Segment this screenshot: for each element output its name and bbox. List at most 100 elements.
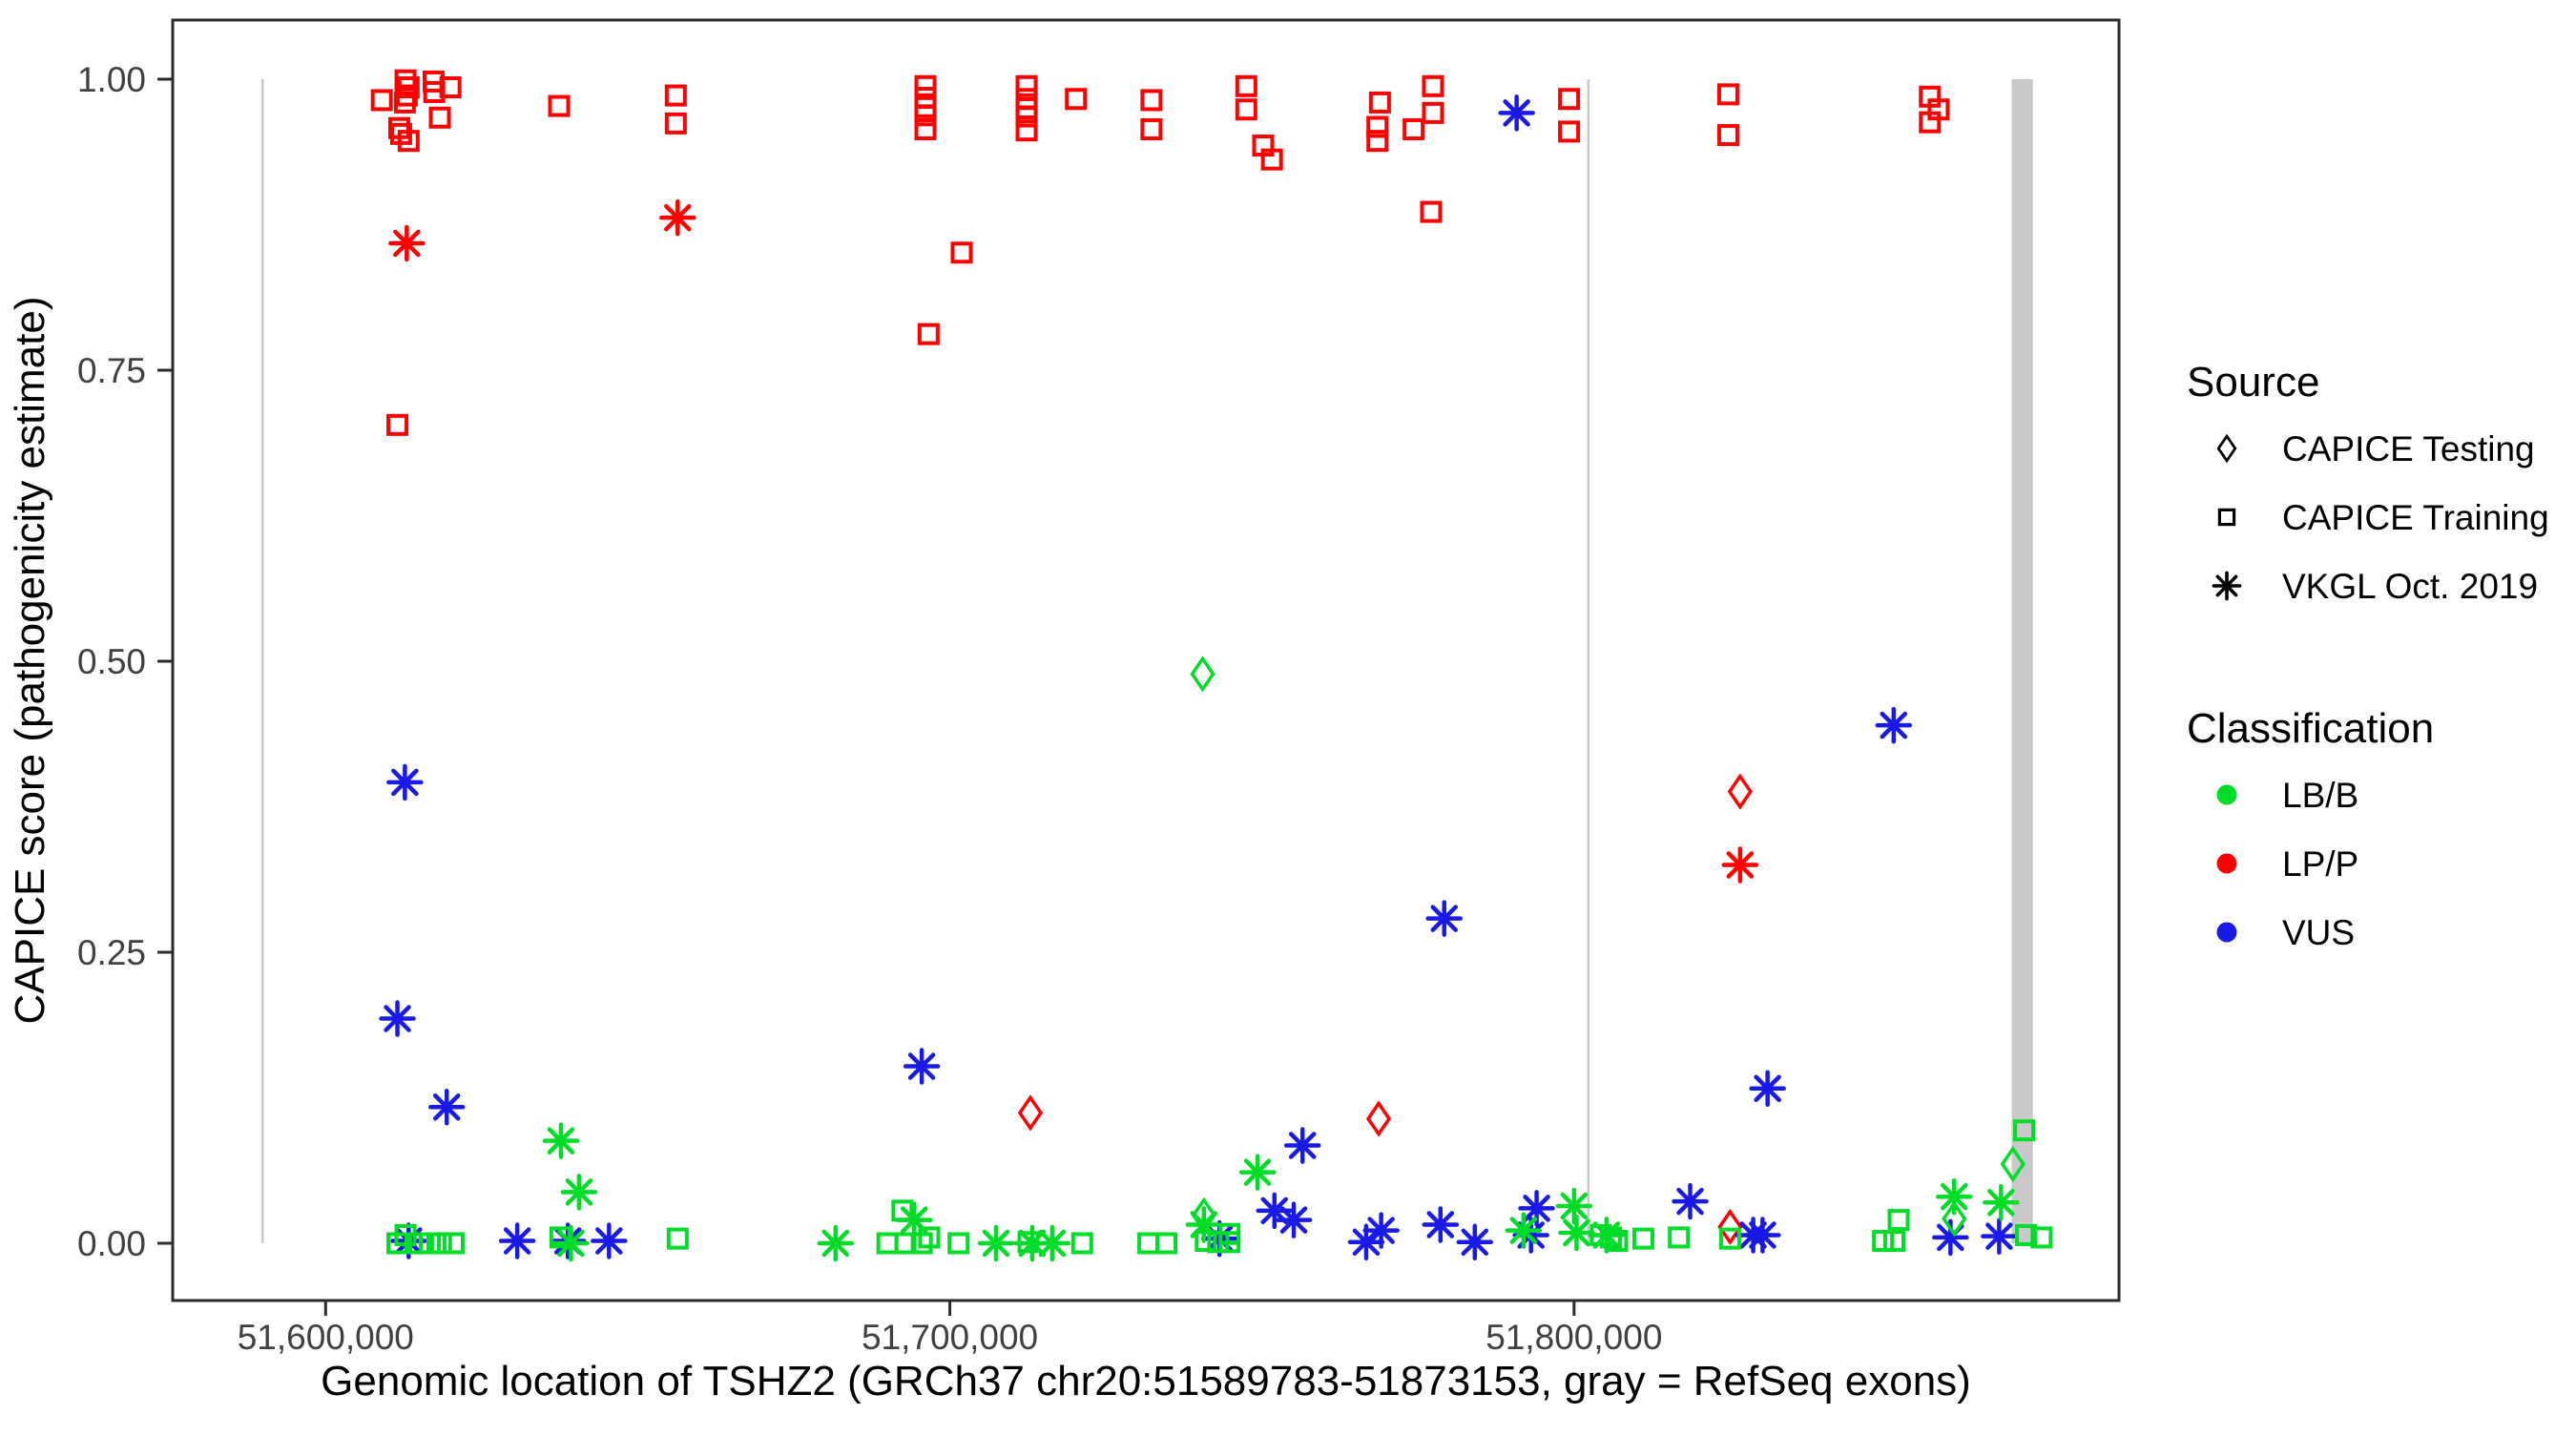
refseq-exon-band [1587,79,1590,1243]
data-point [1366,115,1389,138]
data-point [1015,74,1038,97]
classification-color-dot [2216,784,2237,805]
data-point [552,1224,590,1262]
data-point [1887,1209,1910,1232]
series-lp-p-vkgl-oct-2019 [388,198,1759,884]
data-point [914,74,937,97]
data-point [2015,1223,2038,1246]
data-point [1983,1184,2020,1221]
legend-source-item-label: CAPICE Testing [2282,429,2535,468]
data-point [2000,1145,2025,1183]
plot-panel [173,20,2119,1301]
data-point [903,1048,941,1085]
data-point [1717,1208,1743,1246]
data-point [1744,1217,1781,1254]
data-point [1718,1227,1741,1250]
y-axis-tick-label: 0.00 [77,1224,146,1263]
refseq-exon-bands [260,79,2033,1243]
data-point [659,198,696,237]
data-point [419,1232,442,1255]
y-axis-tick-label: 1.00 [77,60,146,99]
data-point [1631,1227,1654,1250]
legend: Source CAPICE Testing CAPICE Training VKGL… [2187,359,2549,952]
data-point [1936,1177,1973,1216]
y-axis-tick-label: 0.25 [77,933,146,972]
data-point [1140,89,1163,112]
series-lb-b-capice-training [386,1119,2053,1255]
x-axis-title: Genomic location of TSHZ2 (GRCh37 chr20:… [321,1358,1971,1405]
data-point [1555,1187,1593,1225]
data-point [817,1224,855,1262]
data-point [1015,105,1038,128]
classification-color-dot [2216,922,2237,943]
legend-source-items: CAPICE Testing CAPICE Training VKGL Oct. 2… [2212,429,2549,606]
data-point [1558,120,1581,143]
data-point [1875,706,1913,744]
legend-source-item-label: VKGL Oct. 2019 [2282,567,2538,606]
legend-classification-item-label: VUS [2282,913,2355,952]
data-point [427,1089,466,1126]
data-point [1283,1127,1321,1164]
data-point [1362,1212,1400,1249]
data-point [1013,1224,1051,1262]
data-point [1191,1197,1216,1234]
data-point [917,323,940,345]
data-point [914,117,937,140]
data-point [1420,200,1443,223]
data-point [1882,1230,1905,1253]
series-lp-p-capice-testing [1017,773,1753,1246]
data-point [1260,148,1283,171]
data-point [1402,117,1425,140]
data-point [397,130,420,153]
refseq-exon-band [2011,79,2033,1243]
data-point [1425,900,1463,937]
legend-classification-title: Classification [2187,705,2434,752]
data-point [1872,1230,1895,1253]
data-point [498,1222,536,1259]
data-point [1422,74,1444,97]
data-point [1919,111,1942,134]
data-point [1716,124,1739,147]
data-point [914,104,937,127]
data-point [1017,1094,1044,1132]
axes: 51,600,000 51,700,000 51,800,000 0.00 0.25 0.… [77,60,1662,1357]
legend-classification-item-label: LP/P [2282,844,2358,884]
data-point [429,1232,452,1255]
y-axis-tick-label: 0.75 [77,351,146,390]
data-point [1505,1212,1543,1249]
data-point [1218,1222,1241,1245]
data-point [560,1174,598,1211]
legend-classification-item-label: LB/B [2282,776,2358,815]
diamond-icon [2216,433,2237,464]
series-lb-b-vkgl-oct-2019 [542,1122,2020,1262]
data-point [950,241,973,264]
data-point [591,1222,628,1259]
data-point [1668,1226,1691,1249]
data-point [1065,88,1088,111]
data-point [1347,1223,1385,1261]
data-point [664,84,687,107]
data-point [1366,130,1389,153]
data-point [1672,1182,1709,1220]
data-point [370,89,393,112]
data-point [1070,1232,1093,1255]
legend-source-item-label: CAPICE Training [2282,498,2549,537]
x-axis-tick-label: 51,600,000 [238,1318,414,1357]
data-point [386,763,424,801]
data-point [386,413,409,436]
data-point [393,91,416,114]
data-point [1942,1200,1967,1238]
data-point [1716,83,1739,106]
data-point [394,69,417,92]
data-point [910,1232,933,1255]
classification-color-dot [2216,853,2237,874]
data-point [947,1232,970,1255]
data-point [1981,1217,2018,1255]
legend-classification-items: LB/B LP/P VUS [2216,776,2358,952]
panel-border [171,18,2121,1302]
data-point [1033,1224,1071,1262]
legend-source-title: Source [2187,359,2319,406]
data-point [1238,1154,1277,1191]
refseq-exon-band [260,79,264,1243]
data-point [1422,1206,1460,1243]
